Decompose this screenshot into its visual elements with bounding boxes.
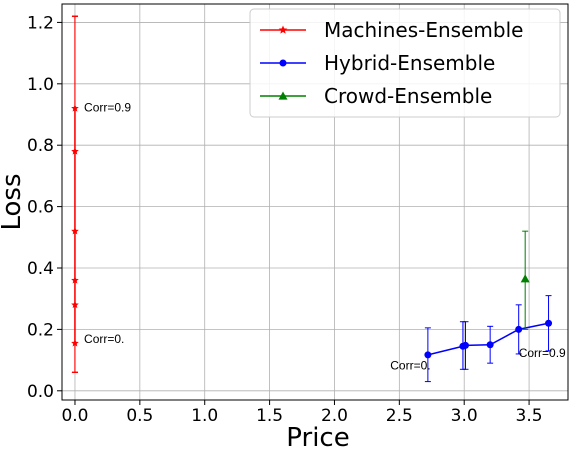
y-tick-label: 1.0 <box>27 75 54 95</box>
series <box>71 15 553 383</box>
x-tick-label: 3.5 <box>516 406 543 426</box>
legend-label: Machines-Ensemble <box>324 18 523 42</box>
data-point <box>71 104 79 112</box>
x-tick-label: 2.0 <box>321 406 348 426</box>
y-axis-title: Loss <box>0 173 27 230</box>
data-point <box>424 351 432 359</box>
data-point <box>71 276 79 284</box>
legend-marker <box>278 25 288 34</box>
legend-marker <box>278 91 288 100</box>
data-point <box>71 300 79 309</box>
data-point <box>520 274 530 283</box>
y-tick-label: 0.4 <box>27 259 54 279</box>
x-tick-label: 3.0 <box>451 406 478 426</box>
series-hybrid-ensemble <box>424 295 553 383</box>
annotation-label: Corr=0. <box>390 358 430 372</box>
data-point <box>71 147 79 155</box>
annotation-label: Corr=0.9 <box>84 100 131 114</box>
legend-marker <box>279 59 287 67</box>
series-machines-ensemble <box>71 15 79 373</box>
x-tick-label: 2.5 <box>386 406 413 426</box>
annotation-label: Corr=0.9 <box>519 346 566 360</box>
axis-ticks: 0.0 0.5 1.0 1.5 2.0 2.5 3.0 3.5 0.0 0.2 0.4 0.6 0.8 1… <box>27 13 543 426</box>
x-tick-label: 0.5 <box>126 406 153 426</box>
data-point <box>545 319 553 327</box>
data-point <box>71 227 79 235</box>
data-point <box>515 325 523 333</box>
legend-box <box>249 8 561 118</box>
series-line <box>427 322 549 356</box>
y-tick-label: 0.6 <box>27 198 54 218</box>
annotation-label: Corr=0. <box>84 332 124 346</box>
y-tick-label: 0.0 <box>27 382 54 402</box>
legend: Machines-Ensemble Hybrid-Ensemble Crowd-En… <box>249 8 561 118</box>
x-tick-label: 1.0 <box>191 406 218 426</box>
data-point <box>486 341 494 349</box>
y-tick-label: 0.2 <box>27 320 54 340</box>
data-point <box>71 339 79 347</box>
legend-label: Hybrid-Ensemble <box>324 51 495 75</box>
y-tick-label: 1.2 <box>27 13 54 33</box>
data-point <box>462 341 470 349</box>
y-tick-label: 0.8 <box>27 136 54 156</box>
annotations: Corr=0.9 Corr=0. Corr=0. Corr=0.9 <box>84 100 566 372</box>
x-axis-title: Price <box>286 423 349 450</box>
plot-frame <box>61 3 569 401</box>
legend-label: Crowd-Ensemble <box>324 84 492 108</box>
x-tick-label: 1.5 <box>256 406 283 426</box>
x-tick-label: 0.0 <box>61 406 88 426</box>
series-crowd-ensemble <box>520 230 530 330</box>
